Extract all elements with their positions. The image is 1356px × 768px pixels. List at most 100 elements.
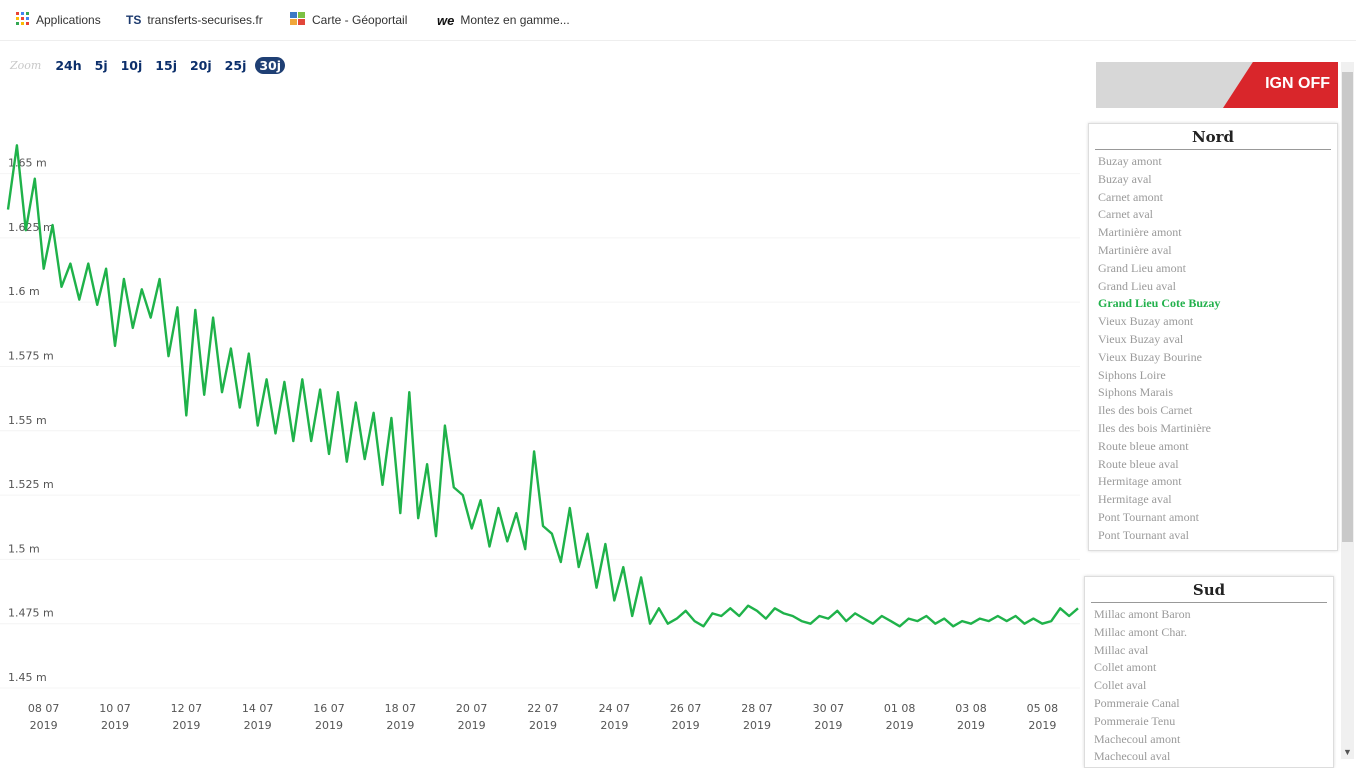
bookmark-label: Montez en gamme... [460,13,570,27]
x-tick-year-label: 2019 [458,719,486,732]
x-tick-year-label: 2019 [1028,719,1056,732]
station-item[interactable]: Route bleue amont [1098,438,1189,453]
we-logo-icon: we [437,12,455,28]
station-item[interactable]: Hermitage amont [1098,474,1182,489]
station-item[interactable]: Iles des bois Martinière [1098,420,1211,435]
x-tick-year-label: 2019 [30,719,58,732]
bookmark-montez[interactable]: we Montez en gamme... [437,11,570,29]
panel-nord: Nord Buzay amont Buzay aval Carnet amont Ca… [1088,123,1338,551]
station-item[interactable]: Millac amont Baron [1094,607,1191,621]
geoportail-icon [290,11,306,29]
panel-sud: Sud Millac amont Baron Millac amont Char.… [1084,576,1334,768]
station-item[interactable]: Buzay aval [1098,171,1152,186]
bookmark-label: Carte - Géoportail [312,13,408,27]
station-item[interactable]: Carnet amont [1098,189,1163,204]
bookmark-label: transferts-securises.fr [147,13,263,27]
x-tick-year-label: 2019 [244,719,272,732]
x-axis-labels: 08 07 2019 10 07 2019 12 07 2019 14 07 2019 16 0… [28,702,1058,732]
station-item[interactable]: Siphons Loire [1098,367,1166,382]
x-tick-year-label: 2019 [957,719,985,732]
y-tick-label: 1.575 m [8,349,54,362]
station-item[interactable]: Grand Lieu amont [1098,260,1186,275]
station-item[interactable]: Vieux Buzay Bourine [1098,349,1202,364]
x-tick-year-label: 2019 [386,719,414,732]
x-tick-day-label: 08 07 [28,702,60,715]
station-item[interactable]: Iles des bois Carnet [1098,403,1193,418]
x-tick-day-label: 12 07 [171,702,203,715]
station-item[interactable]: Route bleue aval [1098,456,1179,471]
zoom-label: Zoom [10,58,42,72]
x-tick-year-label: 2019 [672,719,700,732]
bookmark-transferts[interactable]: TS transferts-securises.fr [126,11,263,29]
water-level-chart: 1.45 m 1.475 m 1.5 m 1.525 m 1.55 m 1.575 m 1.… [0,144,1080,732]
station-item[interactable]: Collet amont [1094,660,1157,675]
zoom-25j-button[interactable]: 25j [224,57,247,73]
station-item[interactable]: Pont Tournant amont [1098,509,1199,524]
chart-gridlines [0,173,1080,689]
series-line [6,144,1079,628]
x-tick-day-label: 24 07 [599,702,631,715]
station-item[interactable]: Carnet aval [1098,207,1153,222]
panel-sud-title: Sud [1091,577,1327,603]
x-tick-day-label: 01 08 [884,702,916,715]
station-item[interactable]: Siphons Marais [1098,385,1173,400]
zoom-24h-button[interactable]: 24h [55,57,82,73]
y-tick-label: 1.625 m [8,221,54,234]
ign-off-label: IGN OFF [1265,75,1330,92]
zoom-15j-button[interactable]: 15j [155,57,177,73]
x-tick-year-label: 2019 [101,719,129,732]
x-tick-year-label: 2019 [814,719,842,732]
panel-nord-title: Nord [1095,124,1331,150]
bookmark-geoportail[interactable]: Carte - Géoportail [290,11,407,29]
bookmarks-bar: Applications TS transferts-securises.fr … [0,0,1356,41]
x-tick-day-label: 22 07 [527,702,559,715]
x-tick-day-label: 05 08 [1027,702,1059,715]
station-item[interactable]: Pommeraie Tenu [1094,713,1176,728]
y-tick-label: 1.45 m [8,671,47,684]
ts-logo-icon: TS [126,13,142,27]
x-tick-day-label: 28 07 [741,702,773,715]
station-item[interactable]: Millac aval [1094,642,1149,657]
y-tick-label: 1.6 m [8,285,40,298]
zoom-20j-button[interactable]: 20j [189,57,212,73]
station-item[interactable]: Vieux Buzay aval [1098,331,1184,346]
zoom-selector: Zoom 24h 5j 10j 15j 20j 25j 30j [10,54,290,76]
x-tick-day-label: 03 08 [955,702,987,715]
bookmark-applications[interactable]: Applications [16,11,101,29]
station-item[interactable]: Collet aval [1094,678,1147,693]
station-item[interactable]: Hermitage aval [1098,492,1172,507]
x-tick-day-label: 26 07 [670,702,702,715]
station-item[interactable]: Pont Tournant aval [1098,527,1189,542]
y-tick-label: 1.55 m [8,414,47,427]
station-item[interactable]: Vieux Buzay amont [1098,314,1194,329]
station-item[interactable]: Buzay amont [1098,154,1162,168]
station-item[interactable]: Grand Lieu Cote Buzay [1098,296,1221,311]
x-tick-day-label: 10 07 [99,702,131,715]
ign-banner[interactable]: IGN OFF [1096,62,1338,108]
scrollbar-thumb[interactable] [1342,72,1353,542]
y-tick-label: 1.5 m [8,542,40,555]
x-tick-day-label: 16 07 [313,702,345,715]
x-tick-year-label: 2019 [743,719,771,732]
zoom-30j-button[interactable]: 30j [255,56,286,74]
nord-station-list: Buzay amont Buzay aval Carnet amont Carnet … [1089,153,1337,545]
ign-ribbon: IGN OFF [1223,62,1338,108]
station-item[interactable]: Grand Lieu aval [1098,278,1176,293]
x-tick-year-label: 2019 [529,719,557,732]
x-tick-year-label: 2019 [172,719,200,732]
x-tick-day-label: 14 07 [242,702,274,715]
station-item[interactable]: Millac amont Char. [1094,624,1187,639]
apps-grid-icon [16,11,30,29]
station-item[interactable]: Machecoul amont [1094,731,1181,746]
station-item[interactable]: Machecoul aval [1094,749,1171,764]
x-tick-day-label: 20 07 [456,702,488,715]
scroll-down-arrow-icon[interactable]: ▼ [1343,747,1352,757]
sidebar-scrollbar[interactable]: ▼ [1341,62,1354,759]
x-tick-year-label: 2019 [315,719,343,732]
sud-station-list: Millac amont Baron Millac amont Char. Mill… [1085,606,1333,766]
zoom-10j-button[interactable]: 10j [120,57,143,73]
station-item[interactable]: Martinière aval [1098,242,1172,257]
station-item[interactable]: Pommeraie Canal [1094,695,1180,710]
station-item[interactable]: Martinière amont [1098,225,1182,240]
zoom-5j-button[interactable]: 5j [94,57,108,73]
